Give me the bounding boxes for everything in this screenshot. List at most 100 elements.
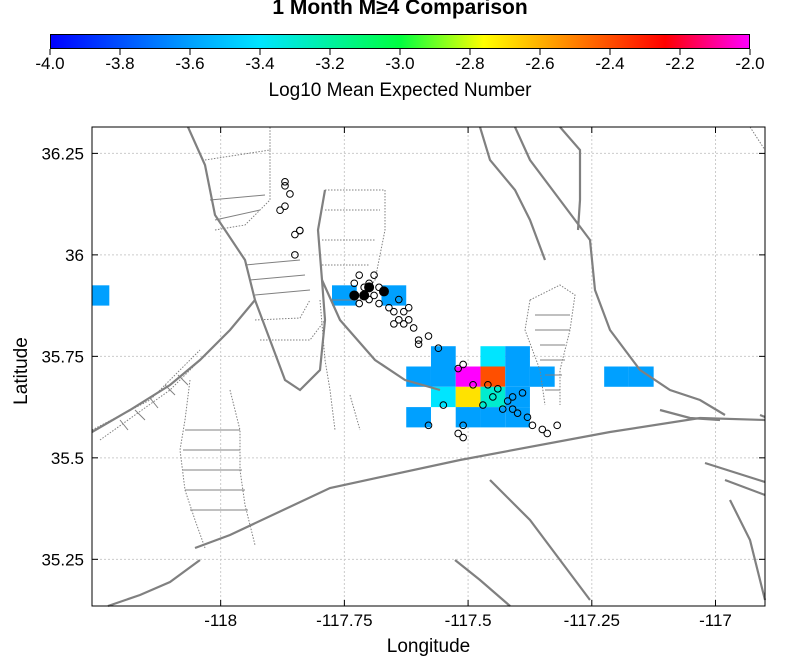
fault-zone-outline [229, 389, 256, 546]
fault-ladder-rung [214, 209, 261, 221]
colorbar-tick-label: -3.8 [105, 54, 134, 73]
earthquake-marker [370, 291, 378, 300]
earthquake-marker [370, 271, 378, 279]
fault-ladder-rung [254, 289, 311, 296]
heatmap-cell [430, 386, 456, 408]
colorbar-label: Log10 Mean Expected Number [268, 80, 532, 101]
earthquake-marker [454, 429, 462, 438]
y-tick-label: 36.25 [41, 144, 84, 163]
earthquake-marker [355, 299, 364, 308]
fault-zone-outline [204, 127, 271, 161]
earthquake-marker [434, 344, 443, 353]
heatmap-cell [455, 407, 481, 428]
large-earthquake-marker [349, 290, 360, 301]
earthquake-marker [459, 433, 467, 442]
fault-zone-outline [524, 299, 546, 406]
earthquake-marker [479, 401, 487, 409]
earthquake-marker [424, 421, 433, 430]
fault-line [454, 559, 511, 607]
earthquake-marker [404, 316, 413, 324]
fault-line [513, 126, 726, 416]
earthquake-marker [503, 397, 512, 405]
x-tick-label: -117 [699, 611, 732, 630]
fault-line [478, 126, 547, 261]
fault-line [704, 461, 766, 484]
heatmap-cell [628, 366, 654, 387]
fault-zone-outline [529, 284, 576, 405]
fault-lines [91, 126, 767, 608]
fault-zone-outline [214, 150, 271, 231]
fault-line [659, 408, 721, 422]
earthquake-marker [296, 226, 304, 235]
earthquake-marker [414, 336, 423, 344]
y-tick-label: 35.25 [41, 550, 84, 569]
earthquake-marker [489, 393, 497, 401]
fault-ladder-rung [119, 419, 129, 431]
earthquake-marker [291, 251, 299, 259]
heatmap-cells [92, 285, 654, 428]
plot-frame [91, 126, 766, 607]
fault-zone-outline [91, 349, 201, 431]
large-earthquake-marker [378, 286, 389, 297]
heatmap-cell [480, 407, 506, 428]
earthquake-marker [390, 307, 398, 316]
earthquake-marker [498, 405, 507, 413]
heatmap-cell [332, 285, 357, 306]
x-axis-label: Longitude [386, 636, 471, 657]
chart-title: 1 Month M≥4 Comparison [272, 0, 528, 19]
earthquake-marker [454, 364, 462, 373]
earthquake-marker [523, 413, 532, 422]
colorbar-tick-label: -3.0 [385, 54, 414, 73]
heatmap-cell [455, 386, 481, 408]
colorbar-ticks: -4.0 -3.8 -3.6 -3.4 -3.2 -3.0 -2.8 -2.6 -2.4 -2.2… [35, 49, 765, 73]
earthquake-marker [538, 425, 547, 434]
colorbar-tick-label: -2.8 [455, 54, 484, 73]
heatmap-cell [480, 366, 506, 387]
colorbar [50, 34, 750, 49]
heatmap-cell [430, 366, 456, 387]
earthquake-marker [399, 307, 408, 316]
earthquake-marker [375, 299, 383, 308]
earthquake-marker [513, 409, 522, 417]
fault-ladder-rung [134, 409, 146, 421]
fault-ladder-rung [164, 384, 176, 396]
earthquake-marker [493, 385, 502, 393]
heatmap-cell [406, 407, 431, 428]
earthquake-marker [276, 206, 284, 215]
fault-line [320, 279, 441, 392]
earthquake-marker [484, 380, 492, 389]
fault-line [724, 478, 766, 497]
earthquake-marker [508, 405, 517, 413]
earthquake-marker [543, 429, 552, 438]
colorbar-tick-label: -3.6 [175, 54, 204, 73]
earthquake-marker [355, 271, 364, 279]
earthquake-marker [508, 393, 517, 401]
heatmap-cell [529, 366, 555, 387]
fault-line [559, 126, 582, 231]
heatmap-cell [505, 386, 530, 408]
earthquake-marker [553, 421, 561, 430]
heatmap-cell [505, 346, 530, 367]
earthquake-marker [350, 279, 359, 288]
colorbar-tick-label: -2.2 [665, 54, 694, 73]
colorbar-tick-label: -3.2 [315, 54, 344, 73]
fault-zone-outline [749, 126, 766, 151]
earthquake-marker [518, 389, 527, 397]
colorbar-tick-label: -2.4 [595, 54, 624, 73]
fault-ladder-rung [177, 374, 189, 386]
earthquake-marker [424, 332, 433, 340]
earthquake-marker [390, 320, 398, 328]
fault-ladder-rung [249, 274, 306, 281]
large-earthquake-marker [359, 290, 370, 301]
earthquake-marker [459, 360, 467, 369]
heatmap-cell [505, 366, 530, 387]
fault-line [759, 413, 766, 419]
earthquake-markers [276, 178, 561, 442]
fault-line [107, 559, 201, 608]
earthquake-marker [281, 182, 289, 190]
y-tick-label: 36 [65, 246, 84, 265]
earthquake-marker [286, 190, 294, 198]
heatmap-cell [604, 366, 629, 387]
earthquake-marker [409, 324, 418, 332]
